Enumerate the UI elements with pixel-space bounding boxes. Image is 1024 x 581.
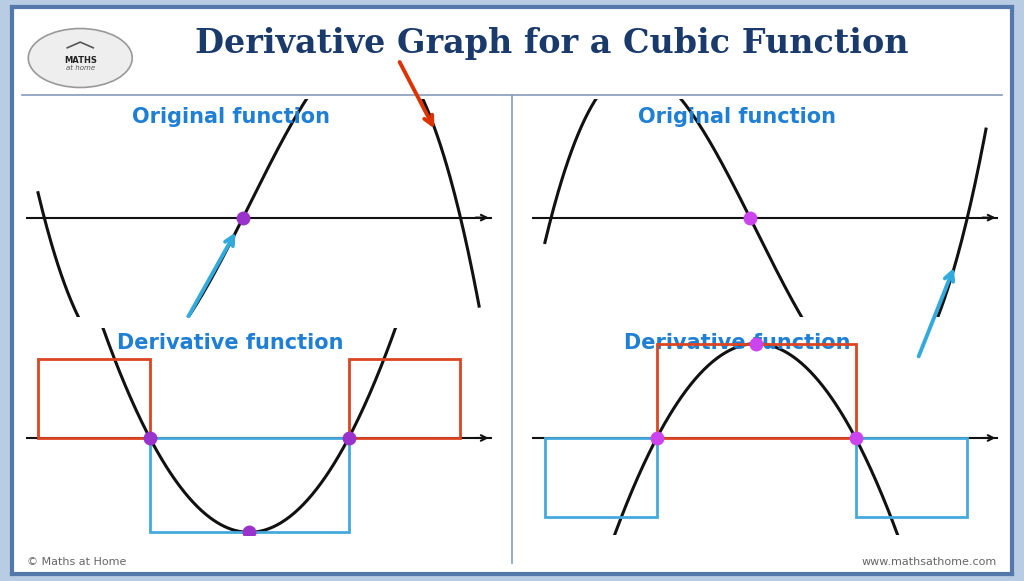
Text: at home: at home [66,64,95,71]
Text: Derivative Graph for a Cubic Function: Derivative Graph for a Cubic Function [196,27,908,60]
Text: Original function: Original function [639,107,837,127]
Text: MATHS: MATHS [63,56,96,65]
Text: Derivative function: Derivative function [625,333,851,353]
Text: Derivative function: Derivative function [118,333,344,353]
Text: Original function: Original function [132,107,330,127]
Bar [150,438,348,532]
Text: © Maths at Home: © Maths at Home [28,557,127,566]
Bar [545,438,656,517]
Bar [656,343,855,438]
Text: www.mathsathome.com: www.mathsathome.com [861,557,996,566]
Bar [855,438,968,517]
Bar [348,359,461,438]
Bar [38,359,150,438]
Circle shape [29,28,132,88]
